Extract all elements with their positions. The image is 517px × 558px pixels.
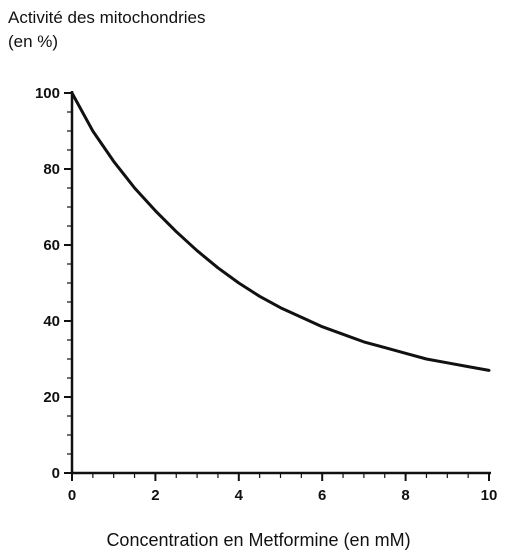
series-line — [70, 91, 491, 372]
y-axis-title-line-1: Activité des mitochondries — [8, 8, 206, 27]
x-tick-label: 2 — [151, 487, 159, 504]
x-tick-label: 8 — [401, 487, 409, 504]
y-axis-title: Activité des mitochondries (en %) — [8, 6, 205, 54]
y-tick-label: 40 — [43, 313, 60, 330]
x-tick-label: 4 — [235, 487, 244, 504]
x-ticks: 0 2 4 6 8 10 — [68, 473, 498, 504]
y-ticks: 0 20 40 60 80 100 — [35, 85, 72, 482]
y-tick-label: 20 — [43, 389, 60, 406]
x-tick-label: 6 — [318, 487, 326, 504]
x-tick-label: 0 — [68, 487, 76, 504]
x-tick-label: 10 — [481, 487, 498, 504]
series-group — [70, 91, 491, 372]
y-axis-title-line-2: (en %) — [8, 32, 59, 51]
y-tick-label: 100 — [35, 85, 60, 102]
y-tick-label: 60 — [43, 237, 60, 254]
y-tick-label: 0 — [52, 465, 60, 482]
y-tick-label: 80 — [43, 161, 60, 178]
x-axis-title: Concentration en Metformine (en mM) — [106, 530, 411, 550]
axes — [70, 91, 491, 475]
